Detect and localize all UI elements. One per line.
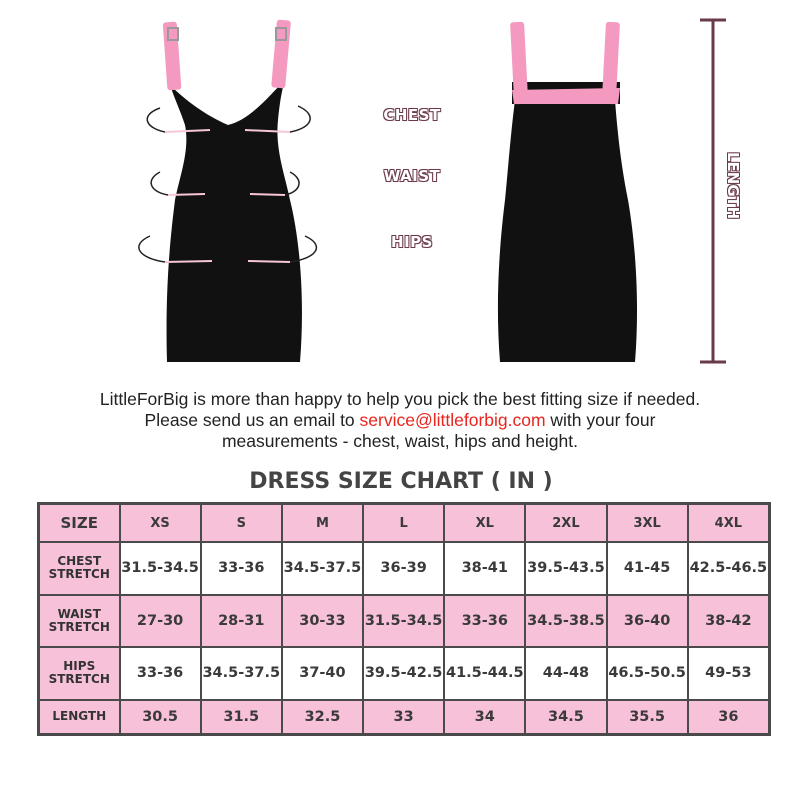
help-message: LittleForBig is more than happy to help … xyxy=(0,389,800,452)
table-cell: 38-42 xyxy=(686,593,771,649)
table-cell: 42.5-46.5 xyxy=(686,541,771,596)
table-cell: 28-31 xyxy=(199,593,283,649)
table-row: WAIST STRETCH 27-30 28-31 30-33 31.5-34.5 33-3… xyxy=(37,593,771,649)
header-cell: XL xyxy=(443,502,527,543)
row-label: HIPS STRETCH xyxy=(37,646,121,701)
waist-label: WAIST xyxy=(383,167,441,185)
table-cell: 49-53 xyxy=(686,646,771,701)
table-cell: 39.5-43.5 xyxy=(524,541,608,596)
table-cell: 36-40 xyxy=(605,593,689,649)
row-label-line: HIPS xyxy=(63,659,96,674)
header-row: SIZE XS S M L XL 2XL 3XL 4XL xyxy=(37,502,771,543)
table-cell: 34.5-37.5 xyxy=(199,646,283,701)
help-line-2-pre: Please send us an email to xyxy=(144,410,360,430)
row-label-line: STRETCH xyxy=(48,619,110,634)
help-line-2: Please send us an email to service@littl… xyxy=(0,410,800,431)
header-cell: M xyxy=(280,502,365,543)
row-label: CHEST STRETCH xyxy=(37,541,121,596)
help-line-3: measurements - chest, waist, hips and he… xyxy=(221,431,578,451)
table-cell: 32.5 xyxy=(280,698,365,736)
table-cell: 34.5-38.5 xyxy=(524,593,608,649)
dress-illustration xyxy=(138,18,726,364)
table-row: HIPS STRETCH 33-36 34.5-37.5 37-40 39.5-42.5 4… xyxy=(37,646,771,701)
row-label-line: STRETCH xyxy=(48,672,110,687)
table-cell: 41-45 xyxy=(605,541,689,596)
table-cell: 38-41 xyxy=(443,541,527,596)
email-link[interactable]: service@littleforbig.com xyxy=(359,410,546,430)
table-cell: 36 xyxy=(686,698,771,736)
header-cell: SIZE xyxy=(37,502,121,543)
table-cell: 27-30 xyxy=(118,593,202,649)
row-label-line: CHEST xyxy=(57,554,102,569)
table-row: LENGTH 30.5 31.5 32.5 33 34 34.5 35.5 36 xyxy=(37,698,771,736)
table-cell: 36-39 xyxy=(362,541,446,596)
header-cell: L xyxy=(362,502,446,543)
table-cell: 35.5 xyxy=(605,698,689,736)
table-cell: 31.5-34.5 xyxy=(118,541,202,596)
table-cell: 31.5 xyxy=(199,698,283,736)
size-chart-title: DRESS SIZE CHART ( IN ) xyxy=(249,469,553,494)
length-label: LENGTH xyxy=(724,152,742,220)
table-cell: 33-36 xyxy=(118,646,202,701)
table-cell: 33-36 xyxy=(443,593,527,649)
length-ruler xyxy=(700,18,726,364)
help-line-2-post: with your four xyxy=(545,410,656,430)
row-label-line: LENGTH xyxy=(52,709,107,724)
table-cell: 33 xyxy=(362,698,446,736)
header-cell: 4XL xyxy=(686,502,771,543)
header-cell: S xyxy=(199,502,283,543)
row-label-line: WAIST xyxy=(57,606,101,621)
chest-label: CHEST xyxy=(383,106,441,124)
header-cell: 3XL xyxy=(605,502,689,543)
table-cell: 44-48 xyxy=(524,646,608,701)
table-cell: 31.5-34.5 xyxy=(362,593,446,649)
table-cell: 30-33 xyxy=(280,593,365,649)
table-cell: 33-36 xyxy=(199,541,283,596)
table-cell: 37-40 xyxy=(280,646,365,701)
table-cell: 41.5-44.5 xyxy=(443,646,527,701)
table-cell: 30.5 xyxy=(118,698,202,736)
row-label-line: STRETCH xyxy=(48,567,110,582)
table-cell: 34.5-37.5 xyxy=(280,541,365,596)
header-cell: 2XL xyxy=(524,502,608,543)
row-label: LENGTH xyxy=(37,698,121,736)
row-label: WAIST STRETCH xyxy=(37,593,121,649)
back-dress-image xyxy=(497,21,638,362)
table-cell: 34 xyxy=(443,698,527,736)
hips-label: HIPS xyxy=(391,233,433,251)
size-chart-table: SIZE XS S M L XL 2XL 3XL 4XL CHEST STRETC… xyxy=(37,502,771,736)
header-cell: XS xyxy=(118,502,202,543)
table-row: CHEST STRETCH 31.5-34.5 33-36 34.5-37.5 36-39… xyxy=(37,541,771,596)
table-cell: 46.5-50.5 xyxy=(605,646,689,701)
front-dress-image xyxy=(138,19,317,362)
help-line-1: LittleForBig is more than happy to help … xyxy=(99,389,701,409)
table-cell: 39.5-42.5 xyxy=(362,646,446,701)
table-cell: 34.5 xyxy=(524,698,608,736)
